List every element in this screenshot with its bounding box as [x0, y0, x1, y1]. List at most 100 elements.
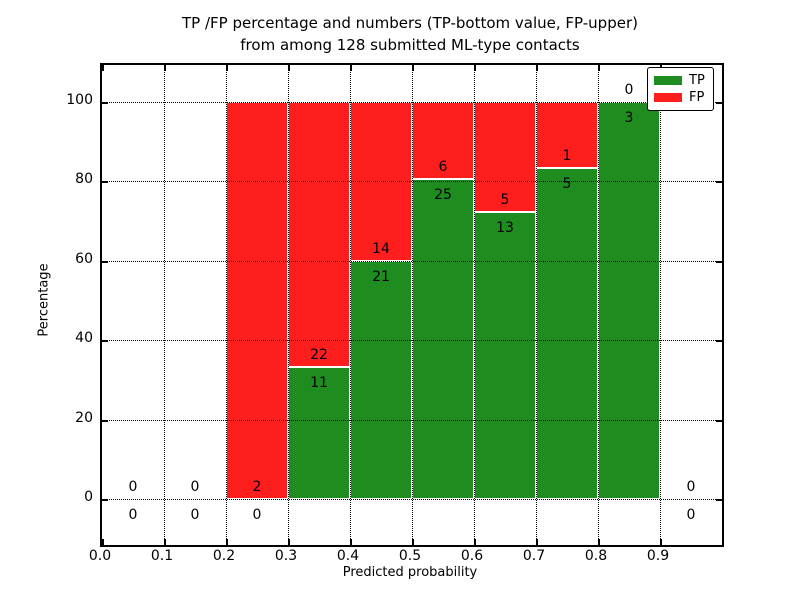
tp-bar	[350, 260, 412, 499]
x-gridline	[660, 65, 661, 545]
y-tick-right	[716, 181, 722, 184]
y-tick-left	[102, 260, 108, 263]
x-tick-bottom	[288, 539, 290, 545]
x-tick-bottom	[536, 539, 538, 545]
chart-title: TP /FP percentage and numbers (TP-bottom…	[100, 12, 720, 56]
x-tick-bottom	[164, 539, 166, 545]
tp-count-label: 25	[434, 186, 452, 203]
x-tick-label: 0.3	[274, 548, 298, 564]
x-tick-bottom	[722, 539, 724, 545]
y-tick-label: 0	[84, 488, 93, 505]
legend-label-fp: FP	[689, 90, 705, 105]
y-tick-left	[102, 101, 108, 104]
x-tick-bottom	[102, 539, 104, 545]
x-gridline	[474, 65, 475, 545]
fp-count-label: 22	[310, 346, 328, 363]
tp-count-label: 13	[496, 220, 514, 237]
tp-count-label: 21	[372, 268, 390, 285]
tp-bar	[536, 168, 598, 499]
x-tick-label: 0.7	[522, 548, 546, 564]
y-tick-right	[716, 419, 722, 422]
x-gridline	[350, 65, 351, 545]
tp-count-label: 0	[252, 506, 262, 523]
fp-count-label: 2	[252, 478, 262, 495]
fp-count-label: 0	[686, 478, 696, 495]
chart-title-line1: TP /FP percentage and numbers (TP-bottom…	[182, 14, 638, 32]
fp-count-label: 0	[190, 478, 200, 495]
x-tick-label: 0.8	[584, 548, 608, 564]
x-tick-label: 0.4	[336, 548, 360, 564]
y-tick-right	[716, 260, 722, 263]
tp-count-label: 3	[624, 109, 634, 126]
x-tick-label: 0.5	[398, 548, 422, 564]
y-tick-right	[716, 498, 722, 501]
x-gridline	[288, 65, 289, 545]
fp-count-label: 5	[500, 192, 510, 209]
x-tick-top	[412, 65, 414, 71]
fp-bar	[288, 101, 350, 367]
x-tick-top	[722, 65, 724, 71]
x-tick-top	[350, 65, 352, 71]
y-tick-label: 40	[75, 330, 93, 347]
fp-count-label: 6	[438, 158, 448, 175]
x-tick-bottom	[412, 539, 414, 545]
legend-label-tp: TP	[689, 73, 705, 88]
tp-bar	[288, 366, 350, 499]
y-tick-left	[102, 498, 108, 501]
tp-bar	[474, 212, 536, 499]
legend: TP FP	[647, 67, 714, 111]
x-tick-top	[474, 65, 476, 71]
x-tick-top	[536, 65, 538, 71]
x-tick-bottom	[350, 539, 352, 545]
x-tick-top	[598, 65, 600, 71]
y-tick-left	[102, 340, 108, 343]
x-tick-bottom	[226, 539, 228, 545]
legend-swatch-tp-icon	[654, 76, 682, 85]
x-tick-top	[226, 65, 228, 71]
x-tick-label: 0.6	[460, 548, 484, 564]
tp-bar	[598, 101, 660, 499]
tp-count-label: 0	[128, 506, 138, 523]
tp-count-label: 11	[310, 374, 328, 391]
x-tick-top	[102, 65, 104, 71]
legend-item-tp: TP	[654, 74, 707, 87]
y-axis-label: Percentage	[36, 263, 52, 337]
x-tick-label: 0.0	[88, 548, 112, 564]
fp-count-label: 1	[562, 148, 572, 165]
x-gridline	[536, 65, 537, 545]
fp-bar	[226, 101, 288, 499]
y-tick-label: 60	[75, 250, 93, 267]
x-tick-top	[288, 65, 290, 71]
x-gridline	[598, 65, 599, 545]
tp-count-label: 0	[190, 506, 200, 523]
y-tick-left	[102, 181, 108, 184]
y-tick-label: 20	[75, 409, 93, 426]
plot-area: 0 0 0 0 2 0 22 11 14 21 6 25 5 13 1 5 0 3 0 0	[100, 63, 724, 547]
x-gridline	[164, 65, 165, 545]
x-tick-bottom	[660, 539, 662, 545]
fp-count-label: 0	[624, 81, 634, 98]
y-tick-left	[102, 419, 108, 422]
y-tick-label: 100	[66, 91, 93, 108]
fp-count-label: 0	[128, 478, 138, 495]
x-axis-label: Predicted probability	[342, 565, 478, 580]
fp-count-label: 14	[372, 240, 390, 257]
tp-bar	[412, 178, 474, 499]
x-tick-bottom	[474, 539, 476, 545]
y-tick-label: 80	[75, 171, 93, 188]
x-gridline	[412, 65, 413, 545]
tp-count-label: 5	[562, 176, 572, 193]
tp-count-label: 0	[686, 506, 696, 523]
x-gridline	[226, 65, 227, 545]
x-tick-top	[164, 65, 166, 71]
fp-bar	[536, 101, 598, 169]
legend-swatch-fp-icon	[654, 93, 682, 102]
x-tick-label: 0.1	[150, 548, 174, 564]
y-tick-right	[716, 340, 722, 343]
y-tick-right	[716, 101, 722, 104]
legend-item-fp: FP	[654, 91, 707, 104]
x-tick-label: 0.2	[212, 548, 236, 564]
chart-title-line2: from among 128 submitted ML-type contact…	[240, 36, 580, 54]
x-tick-label: 0.9	[646, 548, 670, 564]
